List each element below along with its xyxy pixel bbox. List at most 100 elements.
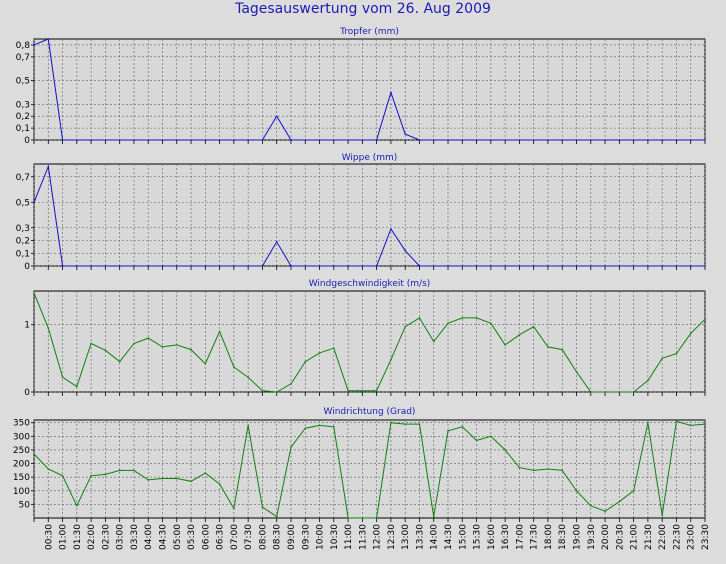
data-point: [547, 468, 549, 470]
series-line: [33, 420, 706, 519]
data-point: [547, 139, 549, 141]
x-tick-label: 04:00: [144, 524, 154, 550]
x-tick-label: 22:00: [658, 524, 668, 550]
data-point: [347, 265, 349, 267]
data-point: [275, 515, 278, 518]
x-tick-label: 19:00: [573, 524, 583, 550]
data-point: [147, 337, 150, 339]
data-point: [547, 265, 549, 267]
y-tick-label: 250: [13, 446, 30, 456]
x-tick-label: 06:30: [216, 524, 226, 550]
x-tick-label: 05:30: [187, 524, 197, 550]
data-point: [475, 139, 478, 141]
data-point: [33, 453, 35, 455]
data-point: [589, 139, 592, 141]
data-point: [532, 469, 535, 472]
data-point: [361, 265, 364, 267]
data-point: [90, 139, 92, 141]
chart-panel-3: Windgeschwindigkeit (m/s) 0 1: [24, 279, 706, 398]
x-tick-label: 17:30: [530, 524, 540, 550]
data-point: [218, 139, 221, 141]
data-point: [432, 139, 435, 141]
data-point: [261, 506, 264, 508]
data-point: [76, 265, 78, 267]
x-tick-label: 05:00: [173, 524, 183, 550]
data-point: [233, 507, 235, 510]
data-point: [504, 265, 506, 267]
y-tick-label: 0,1: [16, 249, 30, 259]
y-tick-label: 0,7: [16, 173, 30, 183]
data-point: [689, 424, 692, 427]
data-point: [90, 265, 92, 267]
x-tick-label: 03:30: [130, 524, 140, 550]
data-point: [390, 228, 392, 230]
x-tick-label: 09:30: [301, 524, 311, 550]
x-tick-label: 06:00: [201, 524, 211, 550]
data-point: [561, 139, 564, 141]
y-tick-label: 0,8: [16, 41, 31, 51]
x-tick-label: 13:30: [415, 524, 425, 550]
data-point: [390, 91, 392, 94]
plot-area: [33, 419, 706, 519]
y-tick-label: 0: [24, 136, 30, 146]
data-point: [61, 376, 64, 378]
data-point: [175, 139, 178, 141]
data-point: [190, 265, 192, 267]
data-point: [104, 349, 107, 352]
data-point: [432, 340, 435, 343]
data-point: [504, 139, 506, 141]
data-point: [575, 139, 578, 141]
data-point: [647, 265, 649, 267]
data-point: [604, 391, 606, 393]
data-point: [175, 344, 178, 346]
data-point: [247, 265, 249, 267]
data-point: [33, 201, 35, 204]
data-point: [604, 139, 606, 141]
data-point: [532, 325, 535, 328]
data-point: [689, 265, 692, 267]
x-tick-label: 15:00: [458, 524, 468, 550]
data-point: [404, 325, 406, 328]
x-tick-label: 07:30: [244, 524, 254, 550]
data-point: [404, 133, 406, 135]
y-tick-label: 0,1: [16, 124, 30, 134]
x-tick-label: 02:30: [101, 524, 111, 550]
chart-title: Wippe (mm): [342, 153, 398, 163]
x-tick-label: 08:00: [258, 524, 268, 550]
data-point: [532, 139, 535, 141]
data-point: [675, 420, 678, 423]
data-point: [632, 391, 635, 393]
data-point: [47, 165, 50, 168]
data-point: [147, 479, 150, 481]
chart-title: Tropfer (mm): [339, 27, 399, 37]
data-point: [247, 424, 249, 427]
data-point: [104, 473, 107, 476]
data-point: [490, 265, 492, 267]
x-tick-label: 01:00: [59, 524, 69, 550]
data-point: [204, 265, 207, 267]
data-point: [61, 265, 64, 267]
data-point: [133, 265, 135, 267]
data-point: [118, 469, 121, 472]
data-point: [61, 475, 64, 477]
chart-panel-1: Tropfer (mm) 0 0,1 0,2 0,3 0,5 0,7 0,8: [16, 27, 706, 146]
data-point: [133, 342, 135, 345]
data-point: [204, 139, 207, 141]
data-point: [447, 322, 449, 325]
data-point: [104, 139, 107, 141]
data-point: [404, 423, 406, 425]
data-point: [661, 357, 663, 360]
data-point: [604, 510, 606, 512]
data-point: [518, 333, 521, 336]
y-tick-label: 0,2: [16, 112, 30, 122]
x-tick-label: 12:30: [387, 524, 397, 550]
data-point: [290, 446, 292, 449]
x-tick-label: 02:00: [87, 524, 97, 550]
y-tick-label: 0,2: [16, 237, 30, 247]
plot-area: [33, 290, 706, 393]
data-point: [190, 480, 192, 483]
data-point: [175, 265, 178, 267]
data-point: [561, 348, 564, 351]
data-point: [589, 265, 592, 267]
data-point: [204, 472, 207, 474]
